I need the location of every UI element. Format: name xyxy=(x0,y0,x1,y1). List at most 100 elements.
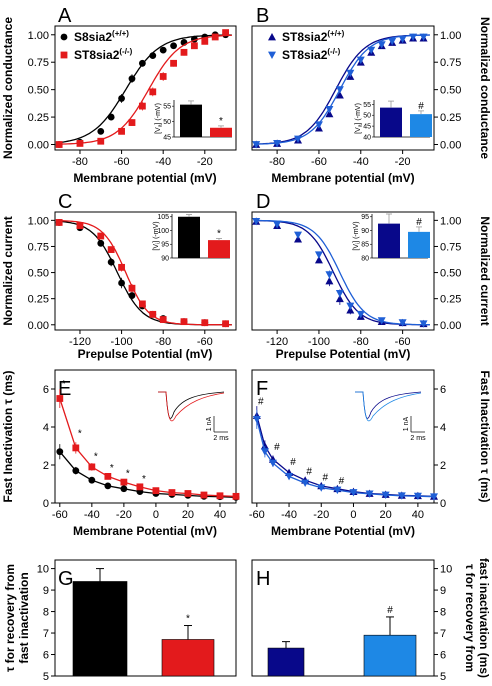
data-point xyxy=(346,302,355,310)
data-point xyxy=(118,95,125,102)
y-tick-label: 0.00 xyxy=(28,140,49,152)
series xyxy=(252,409,438,501)
x-tick-label: 20 xyxy=(182,509,194,521)
data-point xyxy=(149,88,157,96)
panel-h: H 5 6 7 8 9 10 # τ for recovery from fast inactiv… xyxy=(251,558,491,683)
y-tick-label: 0.00 xyxy=(28,320,49,332)
inset-tick-label: 95 xyxy=(361,214,369,221)
panel-f: F -60 -40 -20 0 20 40 0 2 4 6 Membrane Potential (m… xyxy=(249,369,492,538)
data-point xyxy=(294,231,303,239)
series xyxy=(252,406,438,500)
data-point xyxy=(211,33,219,41)
inset-y-label-post: ] (-mV) xyxy=(353,221,360,242)
y-tick-label: 7 xyxy=(43,628,49,640)
plot-frame xyxy=(54,211,237,331)
inset-tick-label: 80 xyxy=(361,255,369,262)
data-point xyxy=(107,258,115,266)
significance-mark: # xyxy=(387,605,393,616)
data-point xyxy=(419,320,428,328)
data-point xyxy=(118,263,125,271)
data-point xyxy=(409,33,418,41)
inset-bar xyxy=(180,104,202,137)
series xyxy=(252,33,430,149)
data-point xyxy=(273,140,282,148)
legend-label: ST8sia2(-/-) xyxy=(282,47,341,62)
y-tick-label: 6 xyxy=(440,650,446,662)
data-point xyxy=(398,35,407,44)
data-point xyxy=(138,102,146,110)
panel-letter: G xyxy=(58,568,74,590)
data-point xyxy=(398,319,407,327)
data-point xyxy=(97,137,105,145)
legend-superscript: (+/+) xyxy=(112,29,129,38)
y-axis-label: Fast Inactivation τ (ms) xyxy=(1,370,15,502)
data-point xyxy=(301,479,310,488)
bar xyxy=(72,581,128,677)
y-tick-label: 0.00 xyxy=(440,140,461,152)
y-tick-label: 0.75 xyxy=(440,241,461,253)
y-axis-label: Normalized conductance xyxy=(1,17,15,159)
x-tick-label: -120 xyxy=(69,336,91,348)
legend-label: S8sia2(+/+) xyxy=(74,29,129,44)
significance-mark: * xyxy=(219,116,223,127)
inset-bar xyxy=(178,216,200,258)
data-point xyxy=(128,75,136,83)
significance-mark: # xyxy=(418,101,424,112)
y-tick-label: 9 xyxy=(43,585,49,597)
data-point xyxy=(346,69,355,78)
data-point xyxy=(120,478,128,486)
plot-frame xyxy=(54,25,237,151)
inset-tick-label: 85 xyxy=(361,242,369,249)
y-tick-label: 10 xyxy=(37,564,49,576)
x-tick-label: -20 xyxy=(197,156,213,168)
inset-y-label-post: ] (-mV) xyxy=(153,221,160,242)
series xyxy=(252,217,430,328)
x-axis-label: Membrane Potential (mV) xyxy=(73,524,217,538)
data-point xyxy=(325,105,334,114)
x-axis-label: Membrane Potential (mV) xyxy=(271,524,415,538)
series xyxy=(55,219,232,328)
data-point xyxy=(107,113,115,121)
y-tick-label: 5 xyxy=(440,671,446,683)
x-axis-label: Prepulse Potential (mV) xyxy=(276,347,411,361)
data-point xyxy=(314,251,323,259)
x-tick-label: -100 xyxy=(111,336,133,348)
significance-mark: # xyxy=(416,217,422,228)
fit-curve xyxy=(59,220,232,326)
x-tick-label: -20 xyxy=(116,509,132,521)
bar xyxy=(363,634,417,677)
data-point xyxy=(201,37,209,45)
data-point xyxy=(120,485,128,493)
plot-frame xyxy=(251,369,435,504)
significance-mark: * xyxy=(62,379,66,390)
inset-tick-label: 105 xyxy=(157,214,169,221)
panel-e: E -60 -40 -20 0 20 40 0 2 4 6 Membrane Potential (m… xyxy=(1,369,240,538)
data-point xyxy=(381,491,390,500)
y-tick-label: 2 xyxy=(440,460,446,472)
y-tick-label: 1.00 xyxy=(28,30,49,42)
data-point xyxy=(335,91,344,99)
data-point xyxy=(159,73,167,80)
data-point xyxy=(377,41,386,49)
data-point xyxy=(88,476,96,484)
panel-b: B -80 -60 -40 -20 0.00 0.25 0.50 0.75 1.00 Membran… xyxy=(251,5,492,185)
data-point xyxy=(260,448,269,456)
y-tick-label: 0.25 xyxy=(440,294,461,306)
y-tick-label: 0.75 xyxy=(28,241,49,253)
x-tick-label: -20 xyxy=(395,156,411,168)
data-point xyxy=(252,217,261,226)
legend-superscript: (+/+) xyxy=(327,29,344,38)
x-tick-label: -80 xyxy=(269,156,285,168)
data-point xyxy=(76,140,84,147)
inset-tick-label: 50 xyxy=(363,113,371,120)
data-point xyxy=(97,127,105,135)
scale-label-current: 1 nA xyxy=(403,416,410,431)
x-tick-label: -100 xyxy=(308,336,330,348)
y-tick-label: 0.50 xyxy=(28,268,49,280)
significance-mark: * xyxy=(217,228,221,239)
data-point xyxy=(377,317,386,325)
significance-mark: # xyxy=(290,457,296,468)
inset-y-label: [Va] (-mV) xyxy=(155,103,164,134)
